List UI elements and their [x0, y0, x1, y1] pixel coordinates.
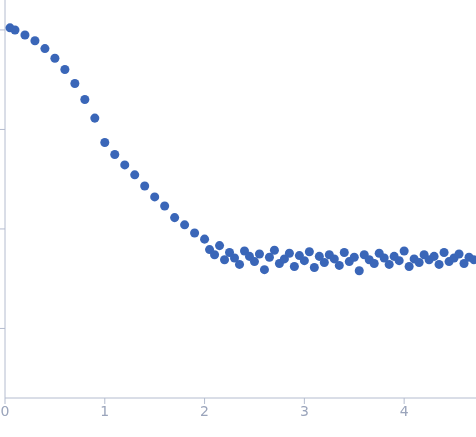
- svg-text:4: 4: [400, 403, 409, 419]
- svg-text:1: 1: [100, 403, 109, 419]
- svg-text:0: 0: [8, 403, 9, 419]
- svg-text:3: 3: [300, 403, 309, 419]
- svg-text:2: 2: [200, 403, 209, 419]
